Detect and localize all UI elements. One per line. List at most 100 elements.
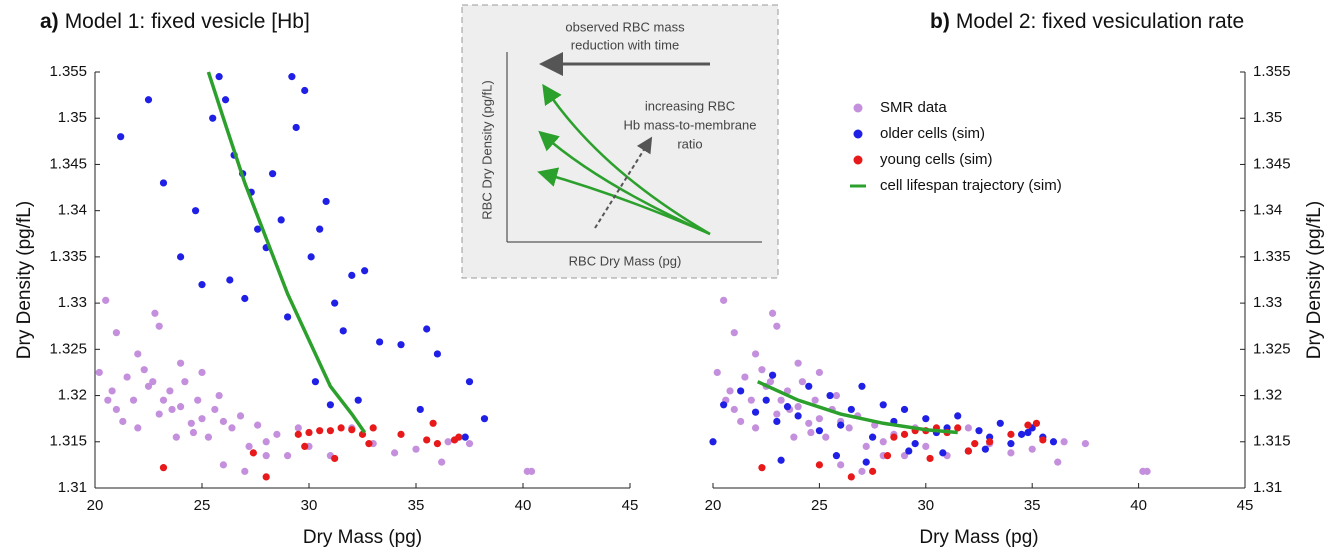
point [1060, 438, 1068, 446]
point [869, 433, 877, 441]
point [926, 454, 934, 463]
point [720, 401, 728, 409]
point [758, 366, 766, 374]
point [273, 430, 281, 438]
point [326, 401, 334, 409]
x-tick-label: 35 [1024, 497, 1041, 514]
point [307, 253, 315, 261]
point [805, 382, 813, 390]
point [858, 382, 866, 390]
point [391, 449, 399, 457]
point [331, 454, 339, 463]
point [766, 378, 775, 386]
point [826, 391, 834, 400]
point [305, 428, 313, 437]
point [294, 430, 302, 438]
point [397, 430, 405, 438]
point [900, 430, 909, 438]
point [1007, 449, 1015, 457]
point [112, 329, 120, 337]
y-tick-label: 1.315 [49, 433, 87, 450]
point [837, 421, 845, 429]
point [751, 408, 760, 416]
point [236, 412, 245, 420]
y-tick-label: 1.32 [58, 387, 87, 404]
point [768, 309, 777, 317]
point [198, 281, 206, 289]
x-tick-label: 30 [301, 497, 318, 514]
y-tick-label: 1.31 [58, 479, 87, 496]
point [847, 405, 855, 414]
inset-x-label: RBC Dry Mass (pg) [569, 253, 682, 268]
point [155, 322, 163, 330]
point [773, 322, 781, 330]
point [847, 473, 855, 481]
point [326, 427, 334, 435]
point [262, 452, 270, 460]
y-tick-label: 1.325 [49, 340, 87, 357]
point [964, 447, 972, 455]
point [149, 378, 157, 386]
point [455, 433, 463, 441]
point [423, 325, 431, 333]
point [1024, 428, 1032, 437]
point [322, 197, 330, 206]
point [254, 225, 262, 233]
point [219, 417, 227, 426]
point [783, 403, 792, 411]
point [262, 473, 270, 481]
point [741, 373, 749, 381]
panel-title: Model 2: fixed vesiculation rate [956, 10, 1244, 33]
point [922, 415, 930, 423]
point [112, 405, 120, 414]
point [198, 368, 206, 377]
point [397, 341, 405, 349]
point [768, 371, 777, 379]
panel-title: Model 1: fixed vesicle [Hb] [65, 10, 310, 33]
point [288, 73, 296, 81]
point [1017, 430, 1026, 438]
panel: 1.31 1.315 1.32 1.325 1.33 1.335 1.34 1.345 1.35… [705, 10, 1325, 548]
legend-label: cell lifespan trajectory (sim) [880, 177, 1062, 194]
x-tick-label: 45 [622, 497, 639, 514]
point [215, 391, 223, 400]
point [794, 359, 802, 367]
point [465, 378, 474, 386]
point [429, 419, 437, 427]
point [461, 433, 469, 441]
point [95, 368, 103, 377]
point [316, 427, 324, 435]
point [730, 329, 738, 337]
point [144, 382, 153, 390]
inset-text: observed RBC mass [565, 19, 685, 34]
point [1039, 436, 1047, 444]
point [221, 96, 230, 104]
point [1143, 467, 1151, 475]
x-axis-label: Dry Mass (pg) [919, 527, 1038, 548]
y-tick-label: 1.355 [1253, 63, 1291, 80]
point [292, 123, 300, 132]
point [159, 464, 168, 472]
point [166, 387, 174, 395]
point [794, 403, 802, 411]
point [480, 415, 489, 423]
point [807, 428, 815, 437]
point [815, 368, 824, 377]
point [348, 271, 356, 279]
y-tick-label: 1.35 [1253, 109, 1282, 126]
point [822, 433, 830, 441]
point [862, 458, 870, 466]
point [249, 449, 257, 457]
point [773, 417, 781, 426]
point [134, 424, 142, 432]
point [1032, 419, 1041, 427]
point [241, 294, 249, 303]
point [862, 442, 870, 450]
point [751, 350, 760, 358]
point [1007, 440, 1015, 448]
point [845, 424, 853, 432]
point [187, 419, 195, 427]
trajectory-line [756, 380, 958, 435]
x-tick-label: 20 [705, 497, 722, 514]
